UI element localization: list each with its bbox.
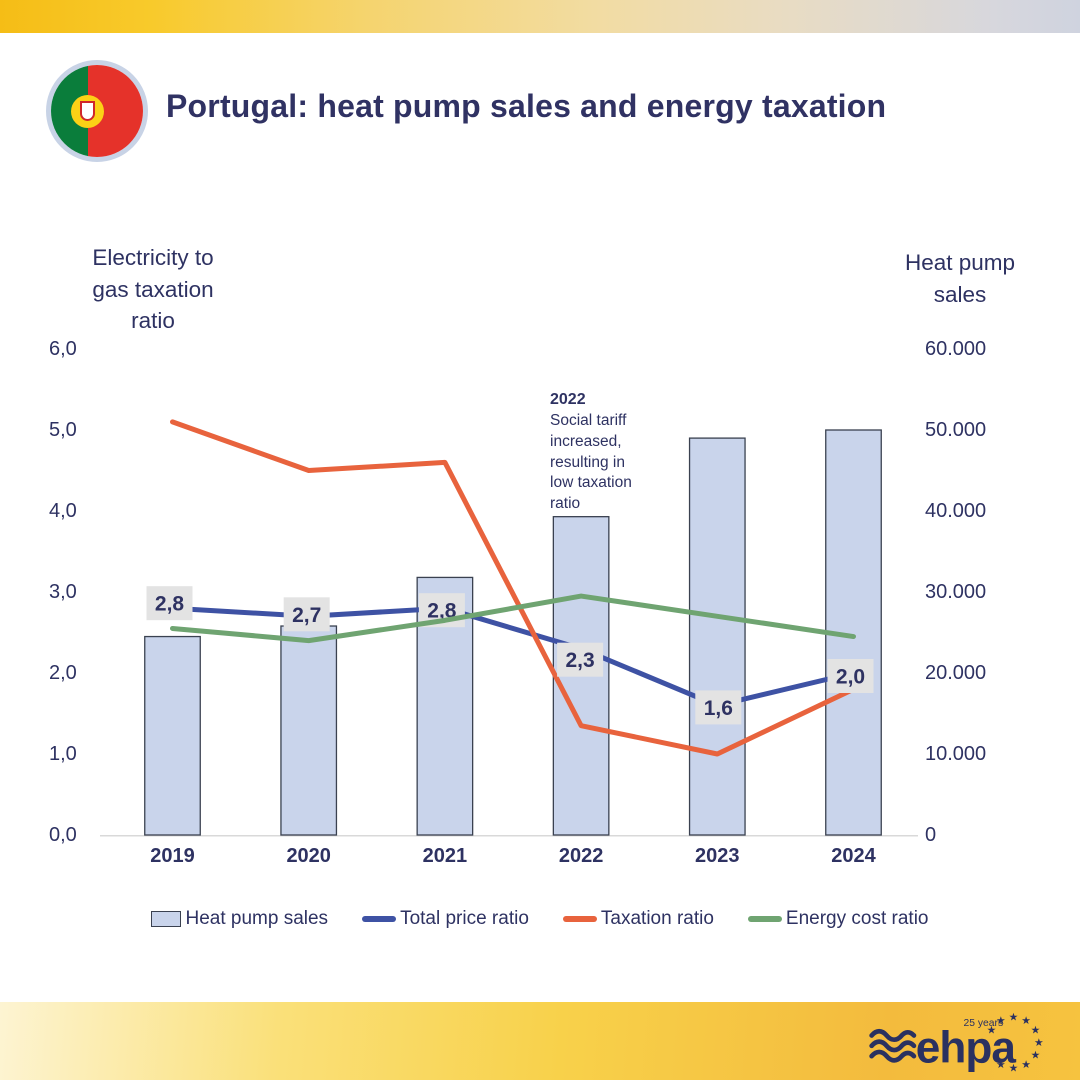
x-axis-tick-2023: 2023 — [695, 845, 740, 867]
left-axis-title-line: ratio — [131, 308, 175, 333]
svg-text:★: ★ — [1009, 1062, 1019, 1074]
y-axis-right-tick: 60.000 — [925, 338, 987, 360]
legend-item-energy-cost-ratio: Energy cost ratio — [747, 908, 929, 930]
legend-item-total-price-ratio: Total price ratio — [362, 908, 529, 930]
left-axis-title: Electricity to gas taxation ratio — [58, 242, 248, 337]
y-axis-right-tick: 30.000 — [925, 581, 987, 603]
legend-label: Total price ratio — [400, 908, 529, 929]
right-axis-title: Heat pump sales — [880, 247, 1040, 310]
right-axis-title-line: sales — [933, 281, 987, 307]
bar-2023 — [688, 437, 746, 836]
svg-text:★: ★ — [1031, 1050, 1041, 1062]
data-label: 2,3 — [557, 642, 604, 677]
y-axis-left-tick: 6,0 — [49, 338, 77, 360]
y-axis-left-tick: 1,0 — [49, 743, 77, 765]
svg-text:★: ★ — [987, 1024, 997, 1036]
bar-swatch-icon — [151, 911, 182, 927]
left-axis-title-line: gas taxation — [92, 276, 214, 302]
y-axis-right-tick: 40.000 — [925, 500, 987, 522]
legend-label: Energy cost ratio — [785, 908, 929, 929]
x-axis-tick-2020: 2020 — [286, 845, 331, 867]
legend-label: Taxation ratio — [600, 908, 714, 929]
bottom-gradient-band — [0, 1002, 1080, 1080]
star-arc-icon: ★ ★ ★ ★ ★ ★ ★ ★ ★ ★ — [987, 1012, 1044, 1074]
svg-text:★: ★ — [996, 1015, 1006, 1027]
svg-text:★: ★ — [996, 1059, 1006, 1071]
svg-text:1,6: 1,6 — [704, 697, 733, 720]
line-energy-cost-ratio — [170, 593, 856, 644]
bar-2020 — [280, 625, 338, 836]
y-axis-right-tick: 10.000 — [925, 743, 987, 765]
y-axis-right-tick: 0 — [925, 824, 937, 846]
data-label: 1,6 — [695, 690, 742, 725]
bar-2022 — [552, 516, 610, 836]
bar-2019 — [144, 635, 201, 836]
svg-text:★: ★ — [1031, 1024, 1041, 1036]
chart-annotation: 2022 Social tariff increased, resulting … — [550, 391, 675, 515]
ehpa-logo: ehpa 25 years ★ ★ ★ ★ ★ ★ ★ ★ ★ ★ — [869, 1012, 1044, 1074]
y-axis-left-tick: 0,0 — [49, 824, 77, 846]
portugal-flag-field — [51, 65, 143, 157]
x-axis-tick-2019: 2019 — [150, 845, 195, 867]
portugal-flag-shield — [79, 100, 95, 121]
svg-text:2,8: 2,8 — [427, 600, 457, 623]
x-axis-tick-2021: 2021 — [422, 845, 468, 867]
line-total-price-ratio — [170, 605, 856, 708]
x-axis-tick-2022: 2022 — [558, 845, 604, 867]
svg-text:★: ★ — [1021, 1059, 1031, 1071]
data-label: 2,0 — [827, 659, 874, 693]
data-label: 2,8 — [146, 586, 193, 621]
bar-2021 — [416, 576, 474, 836]
svg-text:2,7: 2,7 — [292, 604, 321, 627]
legend-item-taxation-ratio: Taxation ratio — [562, 908, 714, 930]
top-gradient-bar — [0, 0, 1080, 33]
right-axis-title-line: Heat pump — [904, 250, 1016, 275]
left-axis-title-line: Electricity to — [92, 245, 214, 270]
svg-text:★: ★ — [1021, 1015, 1031, 1027]
y-axis-left-tick: 5,0 — [49, 419, 77, 441]
y-axis-left-tick: 4,0 — [49, 500, 77, 522]
ehpa-25-years-label: 25 years — [964, 1018, 1004, 1029]
legend-item-heat-pump-sales: Heat pump sales — [151, 908, 328, 930]
page-title: Portugal: heat pump sales and energy tax… — [166, 88, 887, 124]
x-axis-tick-2024: 2024 — [831, 845, 876, 867]
line-swatch-icon — [362, 916, 397, 922]
annotation-text: Social tariff increased, resulting in lo… — [550, 412, 632, 513]
legend-label: Heat pump sales — [185, 908, 329, 929]
line-swatch-icon — [562, 916, 597, 922]
line-taxation-ratio — [170, 419, 856, 757]
svg-text:★: ★ — [1009, 1012, 1019, 1024]
svg-text:★: ★ — [1034, 1037, 1044, 1049]
svg-text:2,3: 2,3 — [565, 649, 594, 672]
y-axis-right-tick: 20.000 — [925, 662, 987, 684]
y-axis-right-tick: 50.000 — [925, 419, 987, 441]
portugal-flag-icon — [46, 60, 148, 162]
line-swatch-icon — [747, 916, 782, 922]
chart-legend: Heat pump sales Total price ratio Taxati… — [0, 908, 1080, 930]
data-label: 2,7 — [283, 597, 330, 632]
svg-text:2,0: 2,0 — [836, 666, 865, 689]
y-axis-left-tick: 3,0 — [49, 581, 77, 603]
portugal-flag-emblem — [70, 94, 104, 128]
waves-icon — [869, 1028, 917, 1063]
annotation-year: 2022 — [550, 391, 586, 408]
svg-text:2,8: 2,8 — [155, 593, 185, 616]
data-label: 2,8 — [418, 593, 465, 628]
bar-2024 — [825, 429, 882, 836]
ehpa-wordmark: ehpa — [916, 1024, 1017, 1073]
y-axis-left-tick: 2,0 — [49, 662, 77, 684]
